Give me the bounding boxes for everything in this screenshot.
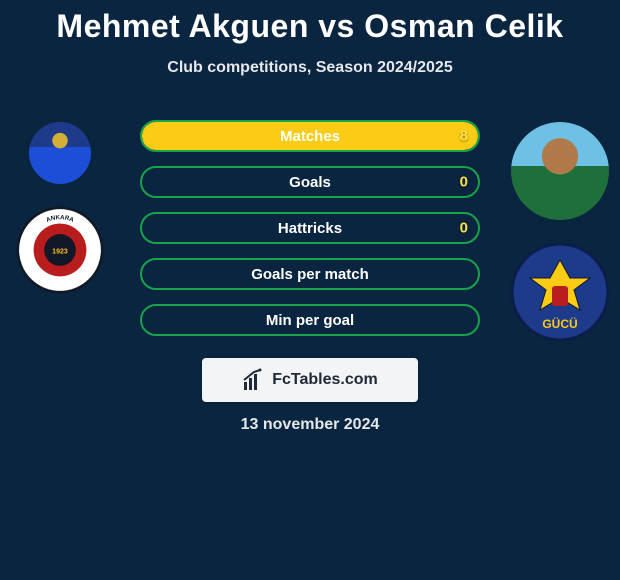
branding-label: FcTables.com	[272, 371, 378, 389]
svg-text:GÜCÜ: GÜCÜ	[542, 316, 577, 331]
stat-label: Min per goal	[266, 312, 354, 329]
branding-box[interactable]: FcTables.com	[202, 358, 418, 402]
stats-bars: 8 Matches 0 Goals 0 Hattricks Goals per match M…	[140, 120, 480, 336]
stat-bar: 8 Matches	[140, 120, 480, 152]
left-club-badge: 1923 ANKARA	[16, 206, 104, 294]
chart-icon	[242, 368, 266, 392]
stat-bar: 0 Goals	[140, 166, 480, 198]
stat-bar: Min per goal	[140, 304, 480, 336]
report-date: 13 november 2024	[0, 416, 620, 434]
club-badge-icon: GÜCÜ	[510, 242, 610, 342]
svg-text:1923: 1923	[52, 249, 68, 256]
stat-right-value: 0	[460, 174, 468, 191]
stat-label: Goals per match	[251, 266, 369, 283]
photo-placeholder	[29, 122, 91, 184]
stat-bar: Goals per match	[140, 258, 480, 290]
photo-placeholder	[511, 122, 609, 220]
right-player-avatar	[511, 122, 609, 220]
left-player-avatar	[29, 122, 91, 184]
stat-right-value: 8	[460, 128, 468, 145]
right-club-badge: GÜCÜ	[510, 242, 610, 342]
left-player-column: 1923 ANKARA	[10, 122, 110, 294]
stat-label: Goals	[289, 174, 331, 191]
subtitle: Club competitions, Season 2024/2025	[0, 59, 620, 77]
page-title: Mehmet Akguen vs Osman Celik	[0, 0, 620, 45]
club-badge-icon: 1923 ANKARA	[16, 206, 104, 294]
stat-label: Matches	[280, 128, 340, 145]
stat-bar: 0 Hattricks	[140, 212, 480, 244]
right-player-column: GÜCÜ	[510, 122, 610, 342]
stat-right-value: 0	[460, 220, 468, 237]
stat-label: Hattricks	[278, 220, 342, 237]
